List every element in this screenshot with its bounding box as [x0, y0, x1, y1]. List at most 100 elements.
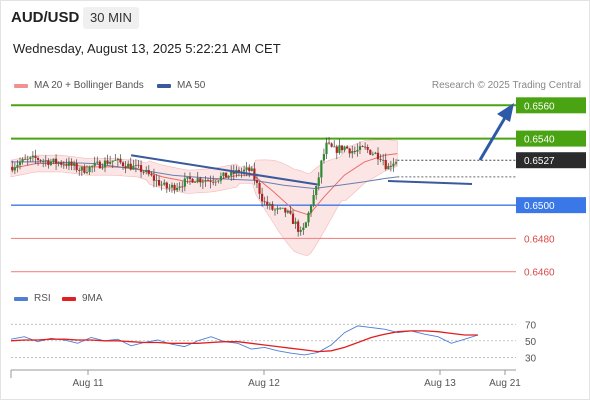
candle-body [320, 160, 323, 178]
candle-body [376, 152, 380, 160]
candle-body [96, 161, 99, 163]
candle-body [284, 207, 287, 213]
candle-body [75, 163, 78, 171]
candle-body [163, 182, 166, 185]
candle-body [186, 177, 189, 179]
candle-body [129, 163, 132, 170]
level-tag-0.6500 [516, 197, 586, 214]
current-price-tag [516, 152, 586, 169]
instrument-title: AUD/USD [11, 9, 80, 26]
candle-body [70, 161, 73, 166]
candle-body [72, 163, 76, 166]
candle-body [330, 143, 333, 147]
candle-body [165, 182, 168, 189]
candle-body [374, 152, 377, 154]
candle-body [127, 163, 130, 169]
trendlines [130, 103, 514, 186]
candle-body [312, 195, 315, 206]
candle-body [160, 184, 163, 186]
candle-body [150, 174, 153, 176]
candle-body [44, 160, 47, 161]
candle-body [361, 146, 364, 148]
candle-body [387, 165, 390, 170]
timeframe-badge[interactable]: 30 MIN [83, 7, 139, 29]
candle-body [155, 180, 158, 181]
candle-body [335, 146, 338, 153]
ma50-line [11, 161, 398, 190]
candle-body [219, 176, 223, 181]
candle-body [317, 177, 320, 186]
candle-body [18, 162, 22, 166]
candle-body [54, 158, 58, 164]
candle-body [93, 162, 96, 166]
candle-body [152, 175, 156, 181]
candle-body [188, 177, 192, 179]
candle-body [209, 181, 212, 182]
candle-body [389, 165, 392, 167]
candle-body [248, 167, 251, 171]
candle-body [114, 160, 117, 161]
candle-body [289, 210, 292, 214]
level-label-0.6460: 0.6460 [524, 268, 555, 279]
candle-body [34, 155, 37, 159]
candle-body [384, 159, 387, 170]
candle-body [224, 172, 228, 178]
candle-body [98, 161, 101, 169]
candle-body [227, 175, 230, 178]
candle-body [258, 182, 261, 194]
candle-body [263, 201, 266, 203]
candle-body [325, 142, 328, 155]
legend-9ma-swatch [62, 296, 76, 301]
candle-body [62, 164, 65, 166]
candle-body [170, 184, 174, 188]
timestamp: Wednesday, August 13, 2025 5:22:21 AM CE… [13, 41, 281, 56]
candle-body [315, 185, 318, 196]
candle-body [214, 181, 217, 183]
candle-body [13, 167, 16, 171]
candle-body [286, 210, 289, 213]
legend-bollinger: MA 20 + Bollinger Bands [14, 80, 144, 91]
candle-body [351, 151, 354, 154]
candle-body [109, 161, 112, 164]
legend-9ma-label: 9MA [82, 293, 103, 304]
candle-body [261, 193, 264, 202]
projection-arrow-head [497, 103, 514, 122]
candle-body [271, 203, 274, 210]
rsi-tick-label: 70 [525, 320, 537, 331]
legend-bollinger-swatch [14, 83, 28, 88]
candle-body [78, 170, 81, 171]
candle-body [168, 187, 171, 189]
candle-body [176, 187, 179, 191]
candle-body [39, 160, 42, 161]
candle-body [304, 222, 307, 228]
candle-body [281, 207, 284, 209]
candle-body [273, 209, 277, 211]
candle-body [173, 184, 176, 191]
candle-body [199, 178, 202, 183]
candle-body [134, 164, 138, 166]
candle-body [358, 146, 362, 150]
candle-body [29, 157, 32, 159]
time-tick-label: Aug 21 [489, 378, 521, 389]
candle-body [103, 160, 107, 168]
level-tag-0.6560 [516, 97, 586, 114]
candle-body [147, 169, 150, 175]
level-label-0.6560: 0.6560 [524, 101, 555, 112]
candle-body [266, 201, 269, 206]
candle-body [181, 186, 184, 188]
trendline-lower [387, 180, 473, 185]
candle-body [353, 151, 356, 152]
candle-body [57, 162, 60, 164]
rsi-series-9ma [10, 330, 478, 353]
candle-body [91, 165, 94, 167]
legend-bollinger-label: MA 20 + Bollinger Bands [34, 80, 144, 91]
candle-body [31, 155, 34, 158]
candle-body [346, 146, 349, 149]
candle-body [379, 159, 382, 161]
rsi-tick-label: 50 [525, 337, 537, 348]
candle-body [157, 180, 161, 186]
level-labels: 0.6560 0.6540 0.6500 0.6480 0.6460 0.6527 [516, 97, 586, 279]
candle-body [137, 164, 140, 166]
candle-body [83, 167, 86, 173]
legend-rsi-swatch [14, 296, 28, 301]
